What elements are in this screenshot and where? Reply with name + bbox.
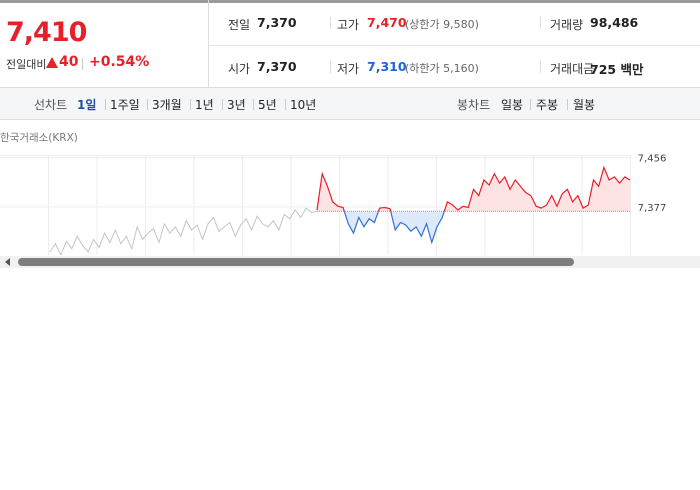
divider — [330, 17, 331, 29]
candle-tab[interactable]: 주봉 — [536, 98, 559, 112]
divider — [82, 58, 83, 70]
stat-label: 거래대금 — [550, 62, 595, 76]
price-line — [49, 207, 318, 255]
stat-label: 거래량 — [550, 18, 584, 32]
divider — [285, 99, 286, 110]
period-tab[interactable]: 3개월 — [152, 98, 182, 112]
period-tab[interactable]: 1년 — [195, 98, 214, 112]
stat-value: 725 백만 — [590, 62, 644, 77]
stat-note: (상한가 9,580) — [405, 18, 479, 31]
period-tab[interactable]: 10년 — [290, 98, 317, 112]
area-up — [317, 167, 630, 212]
divider — [253, 99, 254, 110]
price: 7,410 — [6, 17, 87, 48]
change-label: 전일대비 — [6, 58, 47, 71]
line-up — [316, 165, 631, 212]
up-icon — [46, 57, 58, 68]
period-tab[interactable]: 3년 — [227, 98, 246, 112]
source: 한국거래소(KRX) — [0, 132, 78, 144]
stat-label: 시가 — [228, 62, 251, 76]
stat-value: 7,310 — [367, 59, 407, 74]
y-tick-label: 7,456 — [638, 154, 667, 165]
stat-value: 7,370 — [257, 59, 297, 74]
area-down — [317, 211, 630, 243]
quote-header: 7,410 전일대비 40 +0.54% 전일 7,370 고가 7,470 (상한가 … — [0, 0, 700, 88]
divider — [147, 99, 148, 110]
divider — [208, 0, 209, 88]
plot — [0, 155, 631, 255]
tab-group-label: 봉차트 — [457, 98, 491, 112]
divider — [567, 99, 568, 110]
stat-label: 저가 — [337, 62, 360, 76]
period-tab[interactable]: 1일 — [77, 98, 97, 112]
stat-label: 전일 — [228, 18, 251, 32]
change-rate: +0.54% — [89, 54, 150, 70]
tab-bar: 선차트 1일 1주일 3개월 1년 3년 5년 10년 봉차트 일봉 주봉 월봉 — [0, 88, 700, 120]
divider — [540, 17, 541, 29]
change: 40 — [59, 54, 79, 70]
divider — [105, 99, 106, 110]
period-tab[interactable]: 1주일 — [110, 98, 140, 112]
line-down — [343, 211, 445, 245]
tab-group-label: 선차트 — [34, 98, 68, 112]
divider — [208, 45, 700, 46]
divider — [530, 99, 531, 110]
divider — [330, 61, 331, 73]
stat-value: 98,486 — [590, 15, 639, 30]
stat-label: 고가 — [337, 18, 360, 32]
stat-value: 7,470 — [367, 15, 407, 30]
chart: 한국거래소(KRX) 7,456 7,377 — [0, 132, 700, 268]
period-tab[interactable]: 5년 — [258, 98, 277, 112]
scroll-thumb[interactable] — [18, 258, 574, 266]
candle-tab[interactable]: 일봉 — [501, 98, 524, 112]
candle-tab[interactable]: 월봉 — [573, 98, 596, 112]
divider — [190, 99, 191, 110]
scroll-left — [5, 258, 10, 266]
divider — [540, 61, 541, 73]
stat-value: 7,370 — [257, 15, 297, 30]
divider — [222, 99, 223, 110]
y-tick-label: 7,377 — [638, 203, 667, 214]
stat-note: (하한가 5,160) — [405, 62, 479, 75]
